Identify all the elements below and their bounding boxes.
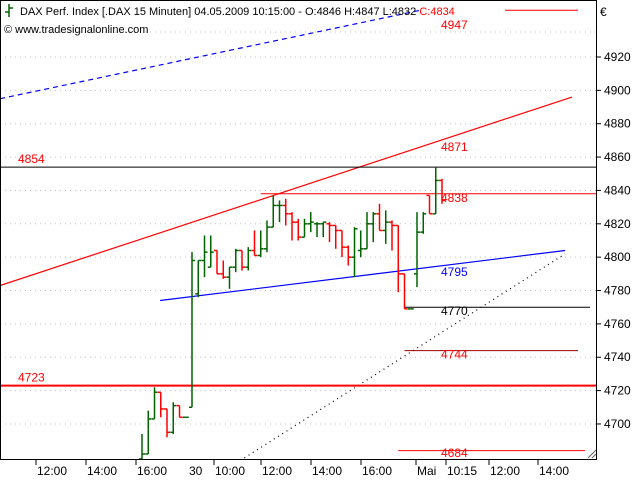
time-tick-label: 30	[189, 464, 203, 478]
plot-frame	[0, 0, 597, 460]
ohlc-bar	[307, 212, 314, 233]
ohlc-bar	[295, 218, 302, 241]
ohlc-bar	[157, 391, 164, 418]
ohlc-bar	[270, 195, 277, 228]
ohlc-bar	[151, 387, 158, 420]
time-tick-label: 16:00	[362, 464, 392, 478]
ohlc-bar	[339, 229, 345, 258]
ohlc-bar	[314, 222, 320, 238]
ohlc-bar	[364, 212, 370, 250]
ohlc-bar	[201, 235, 208, 278]
ohlc-bar	[239, 249, 245, 271]
instrument-title: DAX Perf. Index [.DAX 15 Minuten] 04.05.…	[20, 6, 419, 18]
price-tick-label: 4920	[604, 50, 631, 64]
svg-text:DAX Perf. Index [.DAX 15 Minu: DAX Perf. Index [.DAX 15 Minuten] 04.05.…	[20, 6, 455, 18]
ohlc-bar	[376, 203, 383, 232]
time-tick-label: 10:00	[215, 464, 245, 478]
ohlc-bar	[320, 221, 327, 238]
price-tick-label: 4880	[604, 117, 631, 131]
time-tick-label: 14:00	[87, 464, 117, 478]
ohlc-bar	[139, 433, 145, 460]
time-tick-label: 16:00	[137, 464, 167, 478]
copyright-text: © www.tradesignalonline.com	[4, 24, 148, 36]
ohlc-bar	[301, 218, 308, 238]
ohlc-bar	[420, 212, 427, 234]
ohlc-bar	[245, 247, 252, 271]
header: DAX Perf. Index [.DAX 15 Minuten] 04.05.…	[4, 4, 455, 36]
ohlc-bar	[426, 194, 433, 215]
ohlc-bar	[264, 220, 270, 253]
trendline	[0, 96, 573, 287]
ohlc-bar	[214, 249, 220, 275]
ohlc-bar	[332, 224, 339, 249]
price-tick-label: 4760	[604, 317, 631, 331]
currency-label: €	[600, 5, 607, 19]
time-tick-label: 12:00	[490, 464, 520, 478]
ohlc-bar	[195, 259, 202, 298]
ohlc-bar	[357, 230, 364, 258]
ohlc-bar	[389, 220, 395, 251]
ohlc-bar	[351, 227, 358, 278]
time-tick-label: 14:00	[539, 464, 569, 478]
ohlc-bar	[164, 408, 170, 438]
ohlc-bar	[276, 200, 283, 223]
level-label: 4854	[18, 152, 45, 166]
plot-labels: 4871 4795 4854 4723 4838 4770 4744 4684 4947	[18, 18, 468, 460]
time-tick-label: 10:15	[447, 464, 477, 478]
plot-area	[0, 9, 597, 460]
ohlc-bar	[145, 410, 152, 455]
ohlc-bar	[439, 178, 445, 204]
level-label: 4770	[441, 304, 468, 318]
ohlc-bar	[170, 402, 177, 434]
price-tick-label: 4840	[604, 183, 631, 197]
price-tick-label: 4900	[604, 83, 631, 97]
level-label: 4744	[441, 348, 468, 362]
ohlc-bar	[345, 245, 352, 266]
price-tick-label: 4720	[604, 384, 631, 398]
ohlc-bar	[289, 212, 295, 241]
trendline-label: 4871	[441, 140, 468, 154]
time-tick-label: 12:00	[37, 464, 67, 478]
ohlc-bar	[220, 260, 227, 279]
ohlc-bar	[176, 404, 183, 419]
ohlc-bar	[282, 198, 289, 226]
close-value: C:4834	[419, 6, 454, 18]
ohlc-bar	[432, 167, 439, 215]
price-axis: 4700 4720 4740 4760 4780 4800 4820 4840 4860 4880…	[597, 50, 631, 431]
price-tick-label: 4860	[604, 150, 631, 164]
ohlc-bar	[414, 212, 420, 288]
ohlc-bar-icon	[5, 4, 13, 17]
resize-handle-icon[interactable]	[587, 449, 597, 459]
level-label: 4947	[441, 18, 468, 32]
level-label: 4838	[441, 191, 468, 205]
price-tick-label: 4700	[604, 417, 631, 431]
ohlc-bar	[257, 230, 264, 258]
ohlc-bar	[207, 235, 214, 268]
ohlc-bar	[401, 273, 408, 310]
time-tick-label: 14:00	[312, 464, 342, 478]
time-axis: 12:00 14:00 16:00 30 10:00 12:00 14:00 16:00 Mai…	[35, 460, 569, 478]
price-tick-label: 4740	[604, 350, 631, 364]
level-label: 4684	[441, 446, 468, 460]
ohlc-bar	[382, 210, 389, 244]
ohlc-bar	[395, 224, 402, 293]
trendline-label: 4795	[441, 265, 468, 279]
ohlc-bar	[226, 266, 233, 289]
price-tick-label: 4800	[604, 250, 631, 264]
time-tick-label: 12:00	[262, 464, 292, 478]
ohlc-bar	[232, 248, 239, 273]
ohlc-bar	[326, 222, 333, 243]
time-tick-label: Mai	[417, 464, 436, 478]
price-tick-label: 4780	[604, 284, 631, 298]
ohlc-bar	[189, 252, 195, 409]
price-tick-label: 4820	[604, 217, 631, 231]
level-label: 4723	[18, 371, 45, 385]
ohlc-bar	[251, 230, 258, 257]
ohlc-bar	[370, 212, 377, 243]
trendline	[160, 249, 566, 302]
